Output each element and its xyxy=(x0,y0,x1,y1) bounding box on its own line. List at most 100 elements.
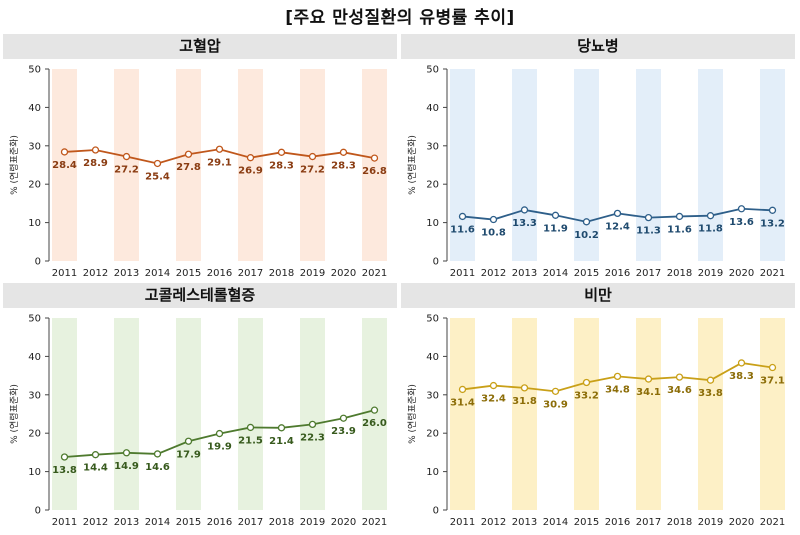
data-point xyxy=(370,406,379,414)
y-tick-label: 40 xyxy=(426,103,439,114)
data-point xyxy=(644,213,653,222)
x-tick-label: 2011 xyxy=(450,268,475,279)
category-band xyxy=(760,318,785,510)
data-point xyxy=(520,206,529,214)
data-label: 11.8 xyxy=(698,224,723,235)
y-tick-label: 40 xyxy=(28,103,41,114)
y-tick-label: 40 xyxy=(28,352,41,363)
x-tick-label: 2021 xyxy=(760,517,785,528)
data-label: 14.9 xyxy=(114,461,139,472)
x-tick-label: 2014 xyxy=(145,517,170,528)
y-tick-label: 0 xyxy=(433,506,439,517)
x-tick-label: 2015 xyxy=(176,517,201,528)
x-tick-label: 2017 xyxy=(238,517,263,528)
category-band xyxy=(300,318,325,510)
data-label: 29.1 xyxy=(207,157,232,168)
x-tick-label: 2020 xyxy=(331,517,356,528)
category-band xyxy=(512,69,537,261)
y-tick-label: 0 xyxy=(35,506,41,517)
data-label: 28.9 xyxy=(83,158,108,169)
y-tick-label: 50 xyxy=(426,65,439,76)
data-point xyxy=(122,152,131,161)
data-label: 19.9 xyxy=(207,442,232,453)
data-label: 34.8 xyxy=(605,384,630,395)
data-point xyxy=(184,437,193,445)
y-tick-label: 20 xyxy=(28,429,41,440)
data-label: 31.4 xyxy=(450,397,475,408)
x-tick-label: 2018 xyxy=(667,517,692,528)
data-point xyxy=(246,154,255,162)
data-label: 30.9 xyxy=(543,399,568,410)
category-band xyxy=(450,318,475,510)
x-tick-label: 2019 xyxy=(698,268,723,279)
y-tick-label: 10 xyxy=(426,467,439,478)
data-point xyxy=(215,145,224,153)
y-axis-label: % (연령표준화) xyxy=(8,384,20,444)
data-label: 14.6 xyxy=(145,462,170,473)
y-tick-label: 10 xyxy=(28,218,41,229)
data-point xyxy=(737,359,746,367)
data-label: 28.3 xyxy=(331,160,356,171)
x-tick-label: 2011 xyxy=(52,517,77,528)
data-point xyxy=(582,218,591,226)
data-point xyxy=(60,453,69,461)
y-tick-label: 30 xyxy=(426,141,439,152)
x-tick-label: 2012 xyxy=(83,268,108,279)
data-point xyxy=(706,376,715,384)
x-tick-label: 2016 xyxy=(605,268,630,279)
data-point xyxy=(91,451,100,459)
x-tick-label: 2016 xyxy=(207,268,232,279)
data-label: 13.3 xyxy=(512,218,537,229)
data-point xyxy=(339,148,348,156)
data-point xyxy=(60,148,69,156)
data-label: 14.4 xyxy=(83,463,108,474)
data-point xyxy=(246,423,255,432)
chart-title: 고혈압 xyxy=(3,34,397,59)
x-tick-label: 2012 xyxy=(481,517,506,528)
x-tick-label: 2014 xyxy=(543,268,568,279)
data-point xyxy=(582,378,591,387)
data-label: 34.6 xyxy=(667,385,692,396)
data-point xyxy=(737,205,746,213)
category-band xyxy=(300,69,325,261)
data-label: 23.9 xyxy=(331,426,356,437)
data-label: 28.3 xyxy=(269,160,294,171)
x-tick-label: 2018 xyxy=(269,517,294,528)
y-tick-label: 0 xyxy=(35,257,41,268)
category-band xyxy=(238,318,263,510)
y-axis-label: % (연령표준화) xyxy=(406,135,418,195)
data-label: 11.6 xyxy=(450,224,475,235)
data-label: 11.3 xyxy=(636,226,661,237)
data-label: 31.8 xyxy=(512,396,537,407)
data-point xyxy=(339,414,348,422)
data-label: 26.0 xyxy=(362,418,387,429)
data-point xyxy=(458,385,467,394)
data-point xyxy=(370,154,379,162)
x-tick-label: 2014 xyxy=(145,268,170,279)
data-label: 21.4 xyxy=(269,436,294,447)
data-point xyxy=(458,212,467,221)
x-tick-label: 2019 xyxy=(300,517,325,528)
category-band xyxy=(636,318,661,510)
x-tick-label: 2016 xyxy=(207,517,232,528)
data-label: 22.3 xyxy=(300,432,325,443)
x-tick-label: 2017 xyxy=(238,268,263,279)
data-label: 13.8 xyxy=(52,465,77,476)
data-point xyxy=(153,450,162,458)
data-label: 25.4 xyxy=(145,171,170,182)
category-band xyxy=(362,318,387,510)
data-point xyxy=(489,215,498,224)
hypertension-chart: 0 10 20 30 40 50 % (연령표준화) 2011 2012 2013 2014 2015… xyxy=(8,65,387,280)
data-point xyxy=(644,375,653,383)
data-label: 27.8 xyxy=(176,162,201,173)
data-label: 33.8 xyxy=(698,388,723,399)
data-point xyxy=(613,209,622,218)
x-tick-label: 2015 xyxy=(574,268,599,279)
data-point xyxy=(675,212,684,221)
data-label: 26.9 xyxy=(238,166,263,177)
data-label: 13.2 xyxy=(760,218,785,229)
x-tick-label: 2020 xyxy=(729,268,754,279)
y-tick-label: 40 xyxy=(426,352,439,363)
x-tick-label: 2019 xyxy=(300,268,325,279)
category-band xyxy=(362,69,387,261)
